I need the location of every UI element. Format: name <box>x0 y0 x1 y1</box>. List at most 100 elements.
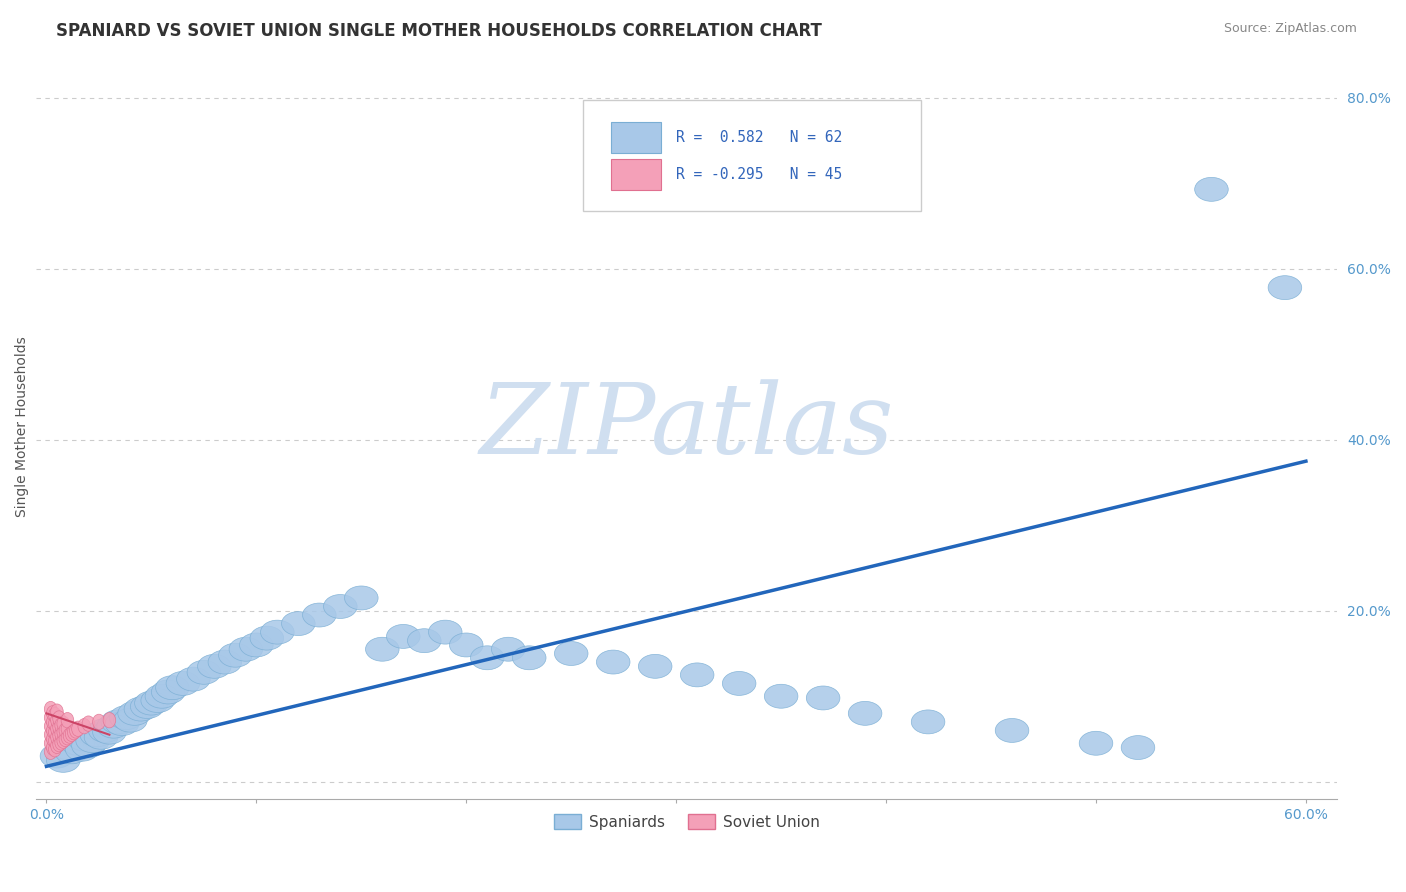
Ellipse shape <box>76 729 110 753</box>
Ellipse shape <box>53 711 65 726</box>
Ellipse shape <box>492 637 524 661</box>
Ellipse shape <box>110 706 143 730</box>
Ellipse shape <box>141 689 174 713</box>
Ellipse shape <box>105 712 139 736</box>
Ellipse shape <box>69 723 82 739</box>
Ellipse shape <box>131 695 165 718</box>
Text: SPANIARD VS SOVIET UNION SINGLE MOTHER HOUSEHOLDS CORRELATION CHART: SPANIARD VS SOVIET UNION SINGLE MOTHER H… <box>56 22 823 40</box>
Ellipse shape <box>53 728 65 743</box>
Ellipse shape <box>82 716 94 731</box>
Ellipse shape <box>596 650 630 674</box>
Ellipse shape <box>554 641 588 665</box>
Ellipse shape <box>250 626 284 650</box>
Ellipse shape <box>260 620 294 644</box>
Ellipse shape <box>55 735 67 750</box>
Ellipse shape <box>51 739 63 754</box>
Ellipse shape <box>1080 731 1112 756</box>
Ellipse shape <box>103 713 115 728</box>
Ellipse shape <box>118 701 152 725</box>
Ellipse shape <box>229 637 263 661</box>
Ellipse shape <box>408 629 441 653</box>
Ellipse shape <box>208 650 242 674</box>
Ellipse shape <box>187 660 221 684</box>
Ellipse shape <box>80 723 114 747</box>
Ellipse shape <box>46 706 59 721</box>
Ellipse shape <box>45 718 56 734</box>
Ellipse shape <box>72 734 105 758</box>
Ellipse shape <box>848 701 882 725</box>
Ellipse shape <box>49 741 60 757</box>
Ellipse shape <box>46 739 59 756</box>
Ellipse shape <box>177 667 209 691</box>
Ellipse shape <box>53 719 65 735</box>
Bar <box>612 160 661 191</box>
Ellipse shape <box>59 723 72 739</box>
Ellipse shape <box>114 708 148 732</box>
Ellipse shape <box>56 733 69 748</box>
Ellipse shape <box>995 718 1029 742</box>
FancyBboxPatch shape <box>582 100 921 211</box>
Ellipse shape <box>1121 736 1154 759</box>
Ellipse shape <box>51 704 63 719</box>
Ellipse shape <box>45 727 56 742</box>
Text: R = -0.295   N = 45: R = -0.295 N = 45 <box>676 168 842 182</box>
Ellipse shape <box>101 710 135 734</box>
Ellipse shape <box>681 663 714 687</box>
Ellipse shape <box>198 655 231 678</box>
Ellipse shape <box>344 586 378 610</box>
Ellipse shape <box>67 727 101 751</box>
Ellipse shape <box>218 643 252 667</box>
Ellipse shape <box>97 714 131 739</box>
Ellipse shape <box>156 676 190 699</box>
Ellipse shape <box>1195 178 1229 202</box>
Ellipse shape <box>45 744 56 759</box>
Ellipse shape <box>366 637 399 661</box>
Ellipse shape <box>45 736 56 751</box>
Ellipse shape <box>55 739 89 764</box>
Ellipse shape <box>77 718 90 734</box>
Ellipse shape <box>72 721 84 737</box>
Ellipse shape <box>46 723 59 739</box>
Ellipse shape <box>429 620 463 644</box>
Ellipse shape <box>471 646 503 670</box>
Ellipse shape <box>65 726 77 741</box>
Ellipse shape <box>638 655 672 678</box>
Ellipse shape <box>51 713 63 728</box>
Legend: Spaniards, Soviet Union: Spaniards, Soviet Union <box>547 807 825 836</box>
Ellipse shape <box>387 624 420 648</box>
Ellipse shape <box>166 672 200 696</box>
Ellipse shape <box>60 721 73 737</box>
Ellipse shape <box>450 633 484 657</box>
Ellipse shape <box>911 710 945 734</box>
Ellipse shape <box>49 733 60 748</box>
Ellipse shape <box>53 737 65 752</box>
Ellipse shape <box>302 603 336 627</box>
Ellipse shape <box>152 680 186 704</box>
Ellipse shape <box>45 701 56 717</box>
Ellipse shape <box>56 724 69 739</box>
Ellipse shape <box>51 721 63 737</box>
Ellipse shape <box>124 698 157 721</box>
Ellipse shape <box>84 725 118 749</box>
Ellipse shape <box>723 672 756 696</box>
Ellipse shape <box>49 707 60 723</box>
Ellipse shape <box>512 646 546 670</box>
Text: ZIPatlas: ZIPatlas <box>479 379 894 475</box>
Ellipse shape <box>60 731 94 756</box>
Ellipse shape <box>56 716 69 731</box>
Ellipse shape <box>55 718 67 733</box>
Ellipse shape <box>281 612 315 636</box>
Text: Source: ZipAtlas.com: Source: ZipAtlas.com <box>1223 22 1357 36</box>
Y-axis label: Single Mother Households: Single Mother Households <box>15 336 30 517</box>
Bar <box>612 122 661 153</box>
Ellipse shape <box>135 691 169 715</box>
Ellipse shape <box>55 726 67 741</box>
Ellipse shape <box>51 730 63 745</box>
Ellipse shape <box>93 714 105 730</box>
Ellipse shape <box>51 736 84 759</box>
Ellipse shape <box>89 718 122 742</box>
Ellipse shape <box>49 716 60 731</box>
Ellipse shape <box>59 731 72 747</box>
Ellipse shape <box>65 738 98 761</box>
Ellipse shape <box>46 714 59 730</box>
